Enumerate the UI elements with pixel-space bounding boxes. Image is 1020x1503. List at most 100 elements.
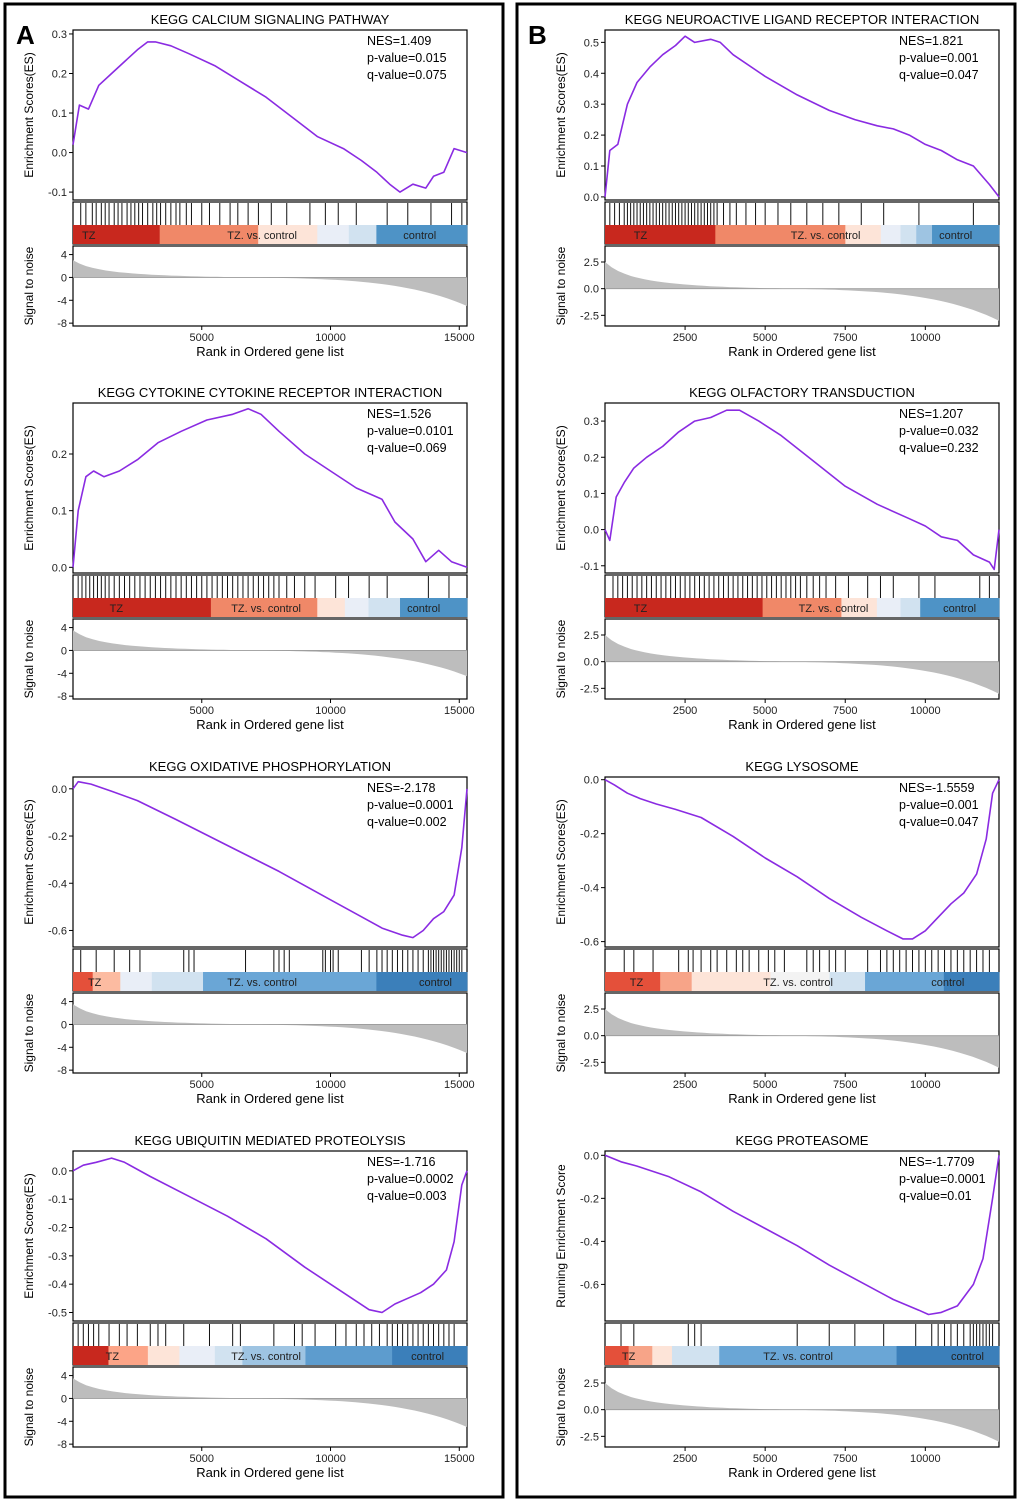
group-label: TZ. vs. control (763, 977, 833, 989)
es-y-tick-label: 0.0 (584, 775, 599, 787)
stat-text: p-value=0.001 (899, 51, 979, 65)
ramp-segment (203, 972, 377, 991)
es-y-tick-label: 0.0 (584, 192, 599, 204)
noise-area (605, 262, 999, 321)
noise-y-tick-label: 4 (61, 1371, 67, 1383)
group-label: control (931, 977, 964, 989)
es-y-axis-label: Enrichment Scores(ES) (554, 52, 568, 177)
ramp-segment (400, 598, 468, 617)
x-axis-label: Rank in Ordered gene list (728, 717, 876, 732)
ramp-segment (368, 598, 401, 617)
es-curve (72, 1157, 468, 1314)
es-y-tick-label: -0.4 (580, 883, 599, 895)
noise-y-tick-label: 0.0 (584, 1405, 599, 1417)
es-y-tick-label: 0.2 (52, 68, 67, 80)
ramp-segment (151, 972, 204, 991)
es-y-tick-label: -0.1 (48, 1194, 67, 1206)
chart-title: KEGG OXIDATIVE PHOSPHORYLATION (149, 759, 391, 774)
ramp-segment (305, 1346, 393, 1365)
es-y-tick-label: -0.3 (48, 1251, 67, 1263)
stat-text: q-value=0.047 (899, 68, 979, 82)
x-axis-label: Rank in Ordered gene list (728, 1091, 876, 1106)
stat-text: NES=-1.7709 (899, 1155, 974, 1169)
stat-text: q-value=0.002 (367, 815, 447, 829)
x-tick-label: 10000 (910, 705, 941, 717)
group-label: control (407, 603, 440, 615)
es-panel-frame (72, 402, 468, 574)
es-curve (604, 779, 1000, 940)
es-y-tick-label: 0.1 (584, 488, 599, 500)
chart-title: KEGG UBIQUITIN MEDIATED PROTEOLYSIS (134, 1133, 405, 1148)
noise-y-tick-label: 0.0 (584, 284, 599, 296)
es-y-tick-label: -0.5 (48, 1308, 67, 1320)
es-y-tick-label: -0.1 (48, 187, 67, 199)
noise-y-tick-label: 4 (61, 997, 67, 1009)
x-axis-label: Rank in Ordered gene list (196, 717, 344, 732)
x-tick-label: 5000 (190, 1079, 214, 1091)
group-label: TZ (634, 603, 648, 615)
noise-area (73, 630, 467, 677)
es-y-axis-label: Running Enrichment Score (554, 1164, 568, 1308)
es-panel-frame (604, 402, 1000, 574)
panel-label-b: B (528, 20, 547, 50)
noise-y-axis-label: Signal to noise (22, 1367, 36, 1446)
gsea-plot-b-3: KEGG LYSOSOME 0.0 -0.2 -0.4 -0.6 Enrichment S… (554, 759, 1000, 1106)
ramp-segment (317, 225, 350, 244)
ramp-segment (829, 972, 866, 991)
ramp-segment (348, 225, 377, 244)
es-y-tick-label: -0.2 (48, 831, 67, 843)
x-tick-label: 10000 (910, 332, 941, 344)
x-tick-label: 5000 (753, 705, 777, 717)
es-y-axis-label: Enrichment Scores(ES) (554, 799, 568, 924)
x-axis-label: Rank in Ordered gene list (728, 344, 876, 359)
stat-text: NES=1.821 (899, 34, 963, 48)
x-tick-label: 5000 (190, 332, 214, 344)
panel-a-border (3, 2, 505, 1499)
noise-area (73, 1004, 467, 1053)
noise-y-tick-label: -2.5 (580, 1057, 599, 1069)
es-y-tick-label: 0.4 (584, 68, 599, 80)
ramp-segment (605, 1346, 630, 1365)
noise-area (605, 1009, 999, 1068)
es-y-tick-label: 0.0 (584, 1150, 599, 1162)
ramp-segment (762, 598, 842, 617)
ramp-segment (605, 972, 661, 991)
es-y-tick-label: -0.2 (580, 1193, 599, 1205)
stat-text: q-value=0.232 (899, 441, 979, 455)
ramp-segment (880, 225, 901, 244)
ramp-segment (108, 1346, 149, 1365)
group-label: TZ. vs. control (231, 1351, 301, 1363)
noise-y-axis-label: Signal to noise (554, 619, 568, 698)
group-label: TZ (630, 977, 644, 989)
x-tick-label: 5000 (190, 1453, 214, 1465)
chart-title: KEGG PROTEASOME (736, 1133, 869, 1148)
x-tick-label: 15000 (444, 1453, 475, 1465)
ramp-segment (841, 598, 878, 617)
stat-text: p-value=0.0001 (899, 1172, 986, 1186)
noise-area (73, 1378, 467, 1427)
ramp-segment (715, 225, 846, 244)
x-tick-label: 2500 (673, 705, 697, 717)
group-label: TZ. vs. control (791, 230, 861, 242)
ramp-segment (92, 972, 121, 991)
noise-y-tick-label: 0.0 (584, 1031, 599, 1043)
stat-text: NES=1.207 (899, 407, 963, 421)
ramp-segment (376, 972, 468, 991)
x-tick-label: 7500 (833, 332, 857, 344)
es-curve (604, 1154, 1000, 1316)
es-y-axis-label: Enrichment Scores(ES) (22, 1173, 36, 1298)
group-label: control (943, 603, 976, 615)
noise-y-axis-label: Signal to noise (22, 619, 36, 698)
es-y-tick-label: 0.1 (52, 506, 67, 518)
noise-y-tick-label: 2.5 (584, 630, 599, 642)
x-axis-label: Rank in Ordered gene list (196, 1465, 344, 1480)
es-y-axis-label: Enrichment Scores(ES) (22, 52, 36, 177)
gsea-plot-a-4: KEGG UBIQUITIN MEDIATED PROTEOLYSIS 0.0 -0… (22, 1133, 475, 1480)
noise-y-tick-label: 2.5 (584, 1378, 599, 1390)
noise-y-tick-label: -4 (57, 1042, 67, 1054)
group-label: control (951, 1351, 984, 1363)
noise-y-axis-label: Signal to noise (554, 246, 568, 325)
ramp-segment (628, 1346, 653, 1365)
es-y-tick-label: -0.4 (48, 878, 67, 890)
